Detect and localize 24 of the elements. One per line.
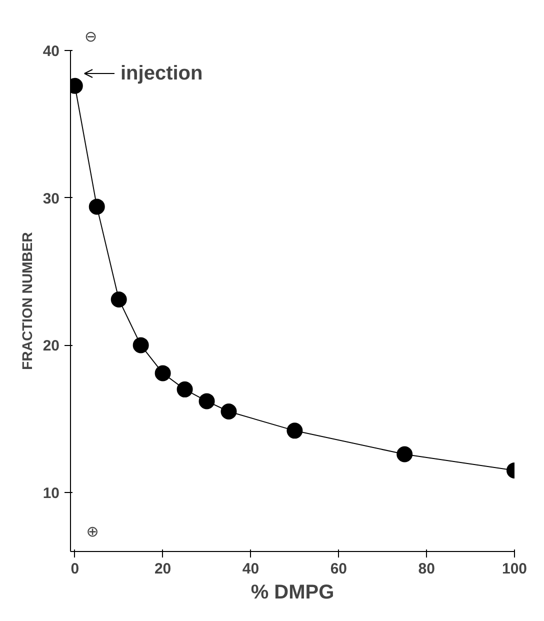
x-tick-label: 0: [70, 560, 80, 578]
x-axis-title: % DMPG: [250, 582, 334, 604]
y-tick-label: 30: [42, 190, 60, 208]
point: [176, 381, 193, 398]
point: [88, 198, 105, 215]
point: [396, 446, 413, 462]
point: [132, 337, 149, 354]
x-tick-label: 20: [154, 560, 172, 578]
point: [220, 404, 237, 420]
y-tick-label: 10: [42, 485, 60, 502]
y-axis-title: FRACTION NUMBER: [18, 232, 35, 370]
x-tick-label: 80: [418, 560, 435, 578]
point: [286, 422, 303, 439]
x-tick-label: 60: [330, 560, 348, 578]
annotation: injection: [120, 62, 203, 84]
y-tick-label: 40: [42, 43, 60, 60]
point: [154, 365, 171, 382]
point: [198, 393, 215, 410]
text: ⊖: [84, 28, 98, 46]
y-tick-label: 20: [42, 338, 60, 355]
point: [110, 292, 127, 308]
x-tick-label: 100: [502, 560, 528, 578]
annotation: ⊕: [86, 522, 99, 540]
x-tick-label: 40: [242, 560, 260, 578]
